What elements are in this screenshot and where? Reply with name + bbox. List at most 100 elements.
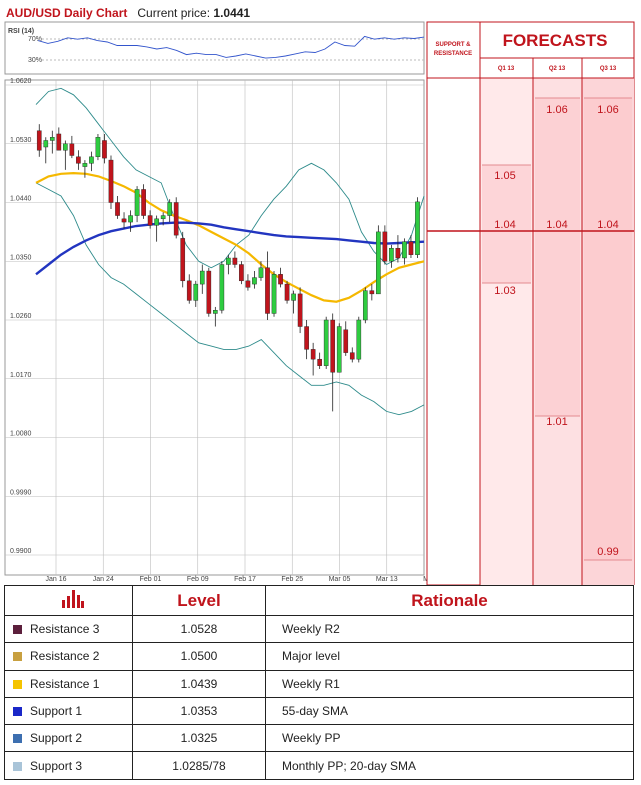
bear-candle	[310, 349, 316, 360]
bear-candle	[278, 274, 283, 285]
bull-candle	[389, 247, 394, 262]
bull-candle	[213, 310, 218, 314]
bear-candle	[186, 280, 192, 301]
current-price-value: 1.0441	[213, 6, 251, 20]
bear-candle	[330, 319, 336, 373]
rationale-column-header: Rationale	[265, 585, 634, 616]
x-tick-label: Feb 09	[187, 576, 209, 583]
x-tick-label: Mar 13	[376, 576, 398, 583]
bull-candle	[82, 163, 88, 167]
y-tick-label: 1.0170	[10, 372, 32, 379]
grid	[5, 80, 435, 575]
bull-candle	[226, 257, 231, 265]
q1-mid: 1.04	[494, 219, 515, 231]
levels-table-header: Level Rationale	[4, 585, 634, 616]
bull-candle	[362, 290, 368, 321]
level-value: 1.0500	[132, 642, 266, 671]
forecast-col-q3: Q3 13	[600, 66, 617, 72]
level-name-cell: Support 1	[4, 696, 133, 726]
rsi-line	[37, 35, 425, 59]
sr-header-line2: RESISTANCE	[434, 51, 472, 57]
y-tick-label: 1.0260	[10, 313, 32, 320]
bear-candle	[76, 156, 81, 164]
level-row: Resistance 1 1.0439 Weekly R1	[4, 669, 634, 698]
level-column-header: Level	[132, 585, 266, 616]
y-tick-label: 1.0350	[10, 254, 32, 261]
bull-candle	[160, 215, 166, 220]
level-name: Support 2	[30, 731, 83, 746]
bear-candle	[265, 267, 270, 314]
current-price-label: Current price:	[137, 6, 211, 20]
bull-candle	[167, 202, 172, 216]
level-row: Support 3 1.0285/78 Monthly PP; 20-day SMA	[4, 751, 634, 780]
bull-candle	[336, 326, 342, 373]
bear-candle	[317, 358, 322, 366]
level-name-cell: Support 2	[4, 724, 133, 753]
bull-candle	[128, 215, 133, 223]
forecast-panel: SUPPORT & RESISTANCE FORECASTS Q1 13 Q2 …	[426, 21, 635, 585]
rsi-polyline	[37, 35, 425, 59]
level-name: Resistance 1	[30, 676, 100, 691]
bear-candle	[141, 189, 146, 216]
rsi-lower-label: 30%	[28, 57, 42, 64]
level-rationale: Monthly PP; 20-day SMA	[265, 751, 634, 780]
level-value: 1.0528	[132, 614, 266, 644]
level-rationale: Weekly R1	[265, 669, 634, 698]
bull-candle	[252, 277, 257, 285]
level-value: 1.0325	[132, 724, 266, 753]
level-value: 1.0353	[132, 696, 266, 726]
level-row: Support 2 1.0325 Weekly PP	[4, 724, 634, 753]
bollinger-lower-line	[35, 182, 425, 416]
bear-candle	[69, 143, 75, 156]
bull-candle	[49, 137, 55, 141]
bull-candle	[271, 274, 277, 314]
rsi-panel: RSI (14) 70% 30%	[4, 21, 425, 75]
y-tick-label: 1.0080	[10, 431, 32, 438]
bull-candle	[323, 319, 329, 366]
level-name-cell: Resistance 1	[4, 669, 133, 698]
y-tick-label: 0.9900	[10, 548, 32, 555]
bull-candle	[402, 241, 407, 259]
level-name: Support 3	[30, 758, 83, 773]
bear-candle	[408, 241, 414, 255]
bull-candle	[43, 140, 49, 148]
q3-high: 1.06	[597, 104, 618, 116]
bear-candle	[102, 140, 107, 159]
y-tick-label: 1.0440	[10, 196, 32, 203]
sma-20-line	[35, 171, 425, 303]
bear-candle	[239, 264, 244, 282]
indicators	[35, 87, 425, 416]
rsi-upper-label: 70%	[28, 36, 42, 43]
bull-candle	[199, 270, 205, 285]
bear-candle	[232, 257, 238, 265]
level-rationale: Weekly PP	[265, 724, 634, 753]
level-rationale: 55-day SMA	[265, 696, 634, 726]
level-name: Support 1	[30, 704, 83, 719]
level-row: Resistance 2 1.0500 Major level	[4, 642, 634, 671]
forecast-col-q2: Q2 13	[549, 66, 566, 72]
x-tick-label: Jan 16	[45, 576, 66, 583]
bull-candle	[258, 267, 264, 278]
bear-candle	[56, 133, 62, 151]
bull-candle	[193, 283, 199, 301]
q1-low: 1.03	[494, 285, 515, 297]
bear-candle	[343, 329, 349, 353]
level-color-swatch	[13, 625, 22, 635]
bear-candle	[147, 215, 153, 226]
level-name-cell: Support 3	[4, 751, 133, 780]
x-tick-label: Feb 01	[140, 576, 162, 583]
level-value: 1.0285/78	[132, 751, 266, 780]
bollinger-upper-line	[35, 87, 425, 269]
level-name-cell: Resistance 3	[4, 614, 133, 644]
bear-candle	[349, 352, 355, 360]
chart-title: AUD/USD Daily Chart	[6, 6, 128, 20]
bar-chart-icon	[4, 585, 133, 616]
chart-area: RSI (14) 70% 30% 1.0620 1.0530 1.0440 1.035…	[4, 21, 635, 585]
bull-candle	[291, 293, 296, 301]
level-rationale: Weekly R2	[265, 614, 634, 644]
bull-candle	[356, 319, 362, 360]
bear-candle	[395, 247, 401, 259]
level-color-swatch	[13, 707, 22, 717]
levels-table: Level Rationale Resistance 3 1.0528 Weekly…	[4, 585, 634, 780]
x-tick-label: Feb 25	[281, 576, 303, 583]
